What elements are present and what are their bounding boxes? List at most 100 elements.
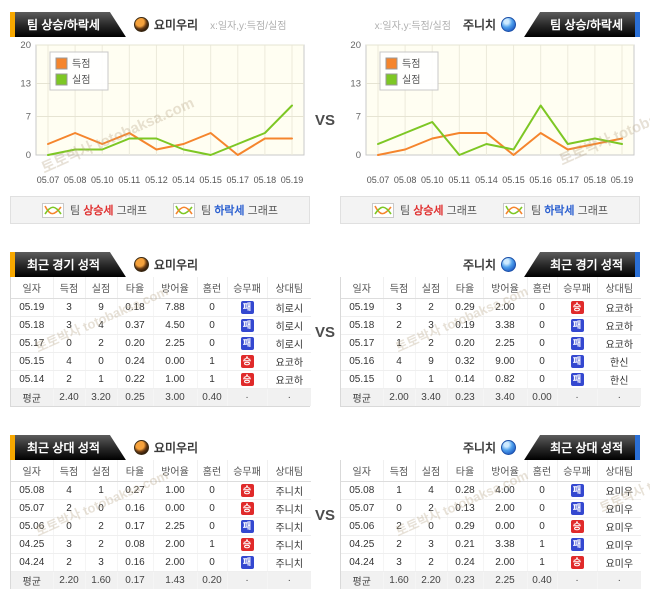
svg-text:05.14: 05.14 — [172, 175, 195, 185]
graph-legend-strip: 팀 상승세 그래프 팀 하락세 그래프 — [340, 196, 640, 224]
cell-date: 04.25 — [341, 535, 384, 554]
result-badge-loss: 패 — [570, 483, 584, 497]
cell-concede: 0 — [85, 352, 118, 371]
svg-text:05.11: 05.11 — [118, 175, 140, 185]
cell-concede: 1 — [415, 370, 448, 389]
cell-concede: 4 — [85, 316, 118, 335]
table-row: 05.19 3 2 0.29 2.00 0 승 요코하 — [341, 298, 641, 317]
recent-table-yomiuri: 일자 득점 실점 타율 방어율 홈런 승무패 상대팀 05.19 3 9 0.18 7.88 0 패 히로시 0… — [10, 277, 311, 407]
result-badge-loss: 패 — [570, 501, 584, 515]
vs-label: VS — [314, 112, 335, 129]
table-row: 04.24 3 2 0.24 2.00 1 승 요미우 — [341, 553, 641, 572]
svg-text:05.08: 05.08 — [394, 175, 417, 185]
cell-date: 04.24 — [341, 553, 384, 572]
cell-hr: 0 — [197, 499, 228, 518]
team-group: 주니치 — [455, 435, 524, 460]
cell-concede: 2 — [415, 553, 448, 572]
cell-score: 1 — [383, 334, 416, 353]
cell-score: 2 — [383, 517, 416, 536]
cell-avg: 0.17 — [117, 517, 154, 536]
cell-opponent: 요미우 — [597, 499, 641, 518]
vs-label: VS — [314, 507, 335, 524]
svg-text:05.10: 05.10 — [91, 175, 114, 185]
cell-label: 평균 — [11, 571, 54, 589]
column-header: 방어율 — [153, 277, 198, 299]
cell-result: 패 — [557, 352, 598, 371]
h2h-panel-chunichi: 주니치 최근 상대 성적 일자 득점 실점 타율 방어율 홈런 승무패 상대팀 05.08 1 4 0… — [340, 435, 641, 589]
table-row: 05.17 0 2 0.20 2.25 0 패 히로시 — [11, 334, 311, 353]
cell-opponent: 주니치 — [267, 535, 311, 554]
cell-avg: 0.28 — [447, 481, 484, 500]
column-header: 홈런 — [527, 460, 558, 482]
cell-era: 4.00 — [483, 481, 528, 500]
cell-era: 7.88 — [153, 298, 198, 317]
downtrend-legend-item: 팀 하락세 그래프 — [173, 202, 278, 218]
result-badge-win: 승 — [570, 519, 584, 533]
cell-concede: 3 — [415, 535, 448, 554]
column-header: 상대팀 — [597, 277, 641, 299]
cell-result: 패 — [227, 517, 268, 536]
team-name: 주니치 — [462, 441, 497, 455]
svg-text:05.07: 05.07 — [37, 175, 60, 185]
svg-text:20: 20 — [20, 40, 31, 51]
cell-era: 2.00 — [483, 553, 528, 572]
column-header: 득점 — [383, 460, 416, 482]
cell-concede: 0 — [415, 517, 448, 536]
recent-tab-title: 최근 경기 성적 — [27, 258, 100, 272]
graph-legend-strip: 팀 상승세 그래프 팀 하락세 그래프 — [10, 196, 310, 224]
cell-hr: 1 — [197, 535, 228, 554]
result-badge-loss: 패 — [570, 372, 584, 386]
cell-concede: 2 — [415, 334, 448, 353]
result-badge-win: 승 — [240, 483, 254, 497]
column-header: 방어율 — [483, 460, 528, 482]
svg-text:05.15: 05.15 — [502, 175, 525, 185]
cell-score: 2 — [383, 316, 416, 335]
team-name: 요미우리 — [153, 441, 199, 455]
svg-text:0: 0 — [26, 150, 31, 161]
cell-date: 05.14 — [11, 370, 54, 389]
cell-label: 평균 — [11, 388, 54, 406]
svg-text:20: 20 — [350, 40, 361, 51]
cell-opponent: 요미우 — [597, 517, 641, 536]
column-header: 승무패 — [227, 277, 268, 299]
cell-result: 패 — [557, 370, 598, 389]
column-header: 득점 — [53, 277, 86, 299]
cell-score: 1 — [383, 481, 416, 500]
cell-result: 승 — [227, 370, 268, 389]
cell-avg: 0.13 — [447, 499, 484, 518]
cell-avg: 0.20 — [447, 334, 484, 353]
cell-concede: 2 — [415, 499, 448, 518]
trend-lines-icon — [42, 202, 64, 218]
cell-avg: 0.21 — [447, 535, 484, 554]
svg-text:05.08: 05.08 — [64, 175, 87, 185]
cell-era: 2.25 — [483, 334, 528, 353]
column-header: 타율 — [447, 460, 484, 482]
cell-concede: 1 — [85, 481, 118, 500]
column-header: 승무패 — [227, 460, 268, 482]
table-row: 05.08 1 4 0.28 4.00 0 패 요미우 — [341, 481, 641, 500]
cell-opponent: 요코하 — [267, 352, 311, 371]
cell-avg: 0.27 — [117, 481, 154, 500]
table-row: 04.25 3 2 0.08 2.00 1 승 주니치 — [11, 535, 311, 554]
cell-hr: 0 — [197, 316, 228, 335]
team-group: 요미우리 — [126, 435, 206, 460]
uptrend-legend-label: 팀 상승세 그래프 — [400, 205, 477, 217]
tab-accent-bar — [635, 12, 640, 37]
tab-accent-bar — [10, 12, 15, 37]
trend-lines-icon — [173, 202, 195, 218]
cell-hr: 1 — [197, 370, 228, 389]
cell-opponent: 주니치 — [267, 553, 311, 572]
cell-score: 0 — [53, 517, 86, 536]
result-badge-loss: 패 — [570, 537, 584, 551]
cell-result: 승 — [557, 553, 598, 572]
column-header: 득점 — [383, 277, 416, 299]
cell-date: 05.08 — [11, 481, 54, 500]
uptrend-legend-item: 팀 상승세 그래프 — [372, 202, 477, 218]
cell-concede: 0 — [85, 499, 118, 518]
cell-avg: 0.16 — [117, 553, 154, 572]
cell-avg: 0.18 — [117, 298, 154, 317]
cell-score: 2 — [53, 553, 86, 572]
svg-text:05.18: 05.18 — [254, 175, 277, 185]
trend-chart-yomiuri: 0 7 13 20 05.07 05.08 05.10 05.11 05.12 05.14 05.1… — [10, 39, 310, 192]
cell-label: 평균 — [341, 388, 384, 406]
